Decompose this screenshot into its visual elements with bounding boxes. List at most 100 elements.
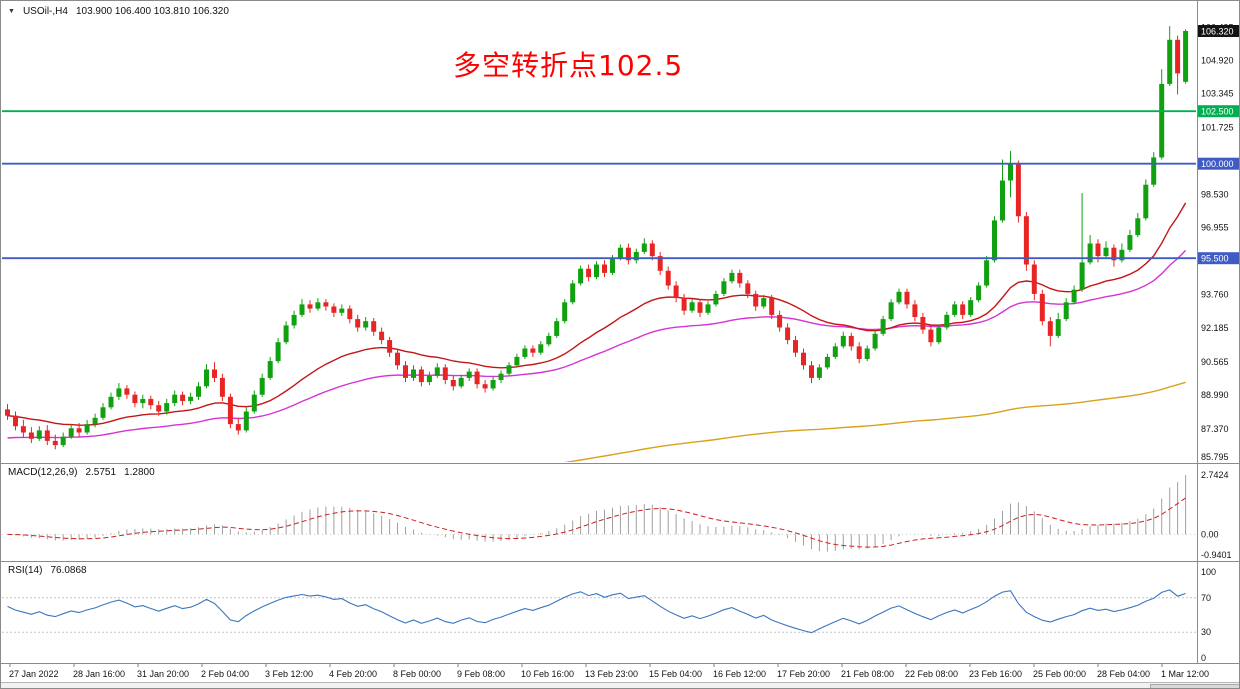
candle-body <box>705 304 711 313</box>
candle-body <box>1111 247 1117 261</box>
candle-body <box>506 365 512 374</box>
svg-text:95.500: 95.500 <box>1201 254 1229 264</box>
candle-body <box>347 308 353 320</box>
candle-body <box>204 369 209 387</box>
candle-body <box>960 304 966 315</box>
candle-body <box>832 346 838 357</box>
price-axis-label: 103.345 <box>1201 89 1234 99</box>
candle-body <box>148 398 154 406</box>
price-tag[interactable]: 100.000 <box>1198 157 1240 170</box>
time-axis-label: 23 Feb 16:00 <box>969 669 1022 679</box>
price-axis-label: 90.565 <box>1201 357 1229 367</box>
candle-body <box>315 302 321 309</box>
rsi-axis-label: 70 <box>1201 593 1211 603</box>
time-axis-label: 13 Feb 23:00 <box>585 669 638 679</box>
candle-body <box>84 424 90 433</box>
time-axis-label: 4 Feb 20:00 <box>329 669 377 679</box>
candle-body <box>108 396 114 408</box>
candle-body <box>36 430 42 439</box>
time-axis[interactable]: 27 Jan 2022 28 Jan 16:00 31 Jan 20:00 2 Feb… <box>9 664 1209 679</box>
price-axis-label: 85.795 <box>1201 452 1229 462</box>
candle-body <box>1159 83 1165 158</box>
time-axis-label: 31 Jan 20:00 <box>137 669 189 679</box>
time-axis-label: 9 Feb 08:00 <box>457 669 505 679</box>
rsi-line <box>7 589 1186 634</box>
candle-body <box>442 367 448 380</box>
time-axis-label: 1 Mar 12:00 <box>1161 669 1209 679</box>
candle-body <box>578 268 584 284</box>
time-axis-label: 21 Feb 08:00 <box>841 669 894 679</box>
candle-body <box>1087 243 1093 263</box>
candle-body <box>633 251 639 261</box>
candle-body <box>864 348 870 359</box>
candle-body <box>745 283 751 294</box>
scrollbar-thumb[interactable] <box>1150 684 1239 688</box>
symbol-dropdown-icon[interactable]: ▼ <box>8 8 15 15</box>
candle-body <box>251 394 257 412</box>
time-axis-label: 27 Jan 2022 <box>9 669 59 679</box>
candle-body <box>363 321 369 328</box>
candle-body <box>474 371 480 385</box>
candle-body <box>156 405 162 412</box>
candle-body <box>52 440 58 446</box>
rsi-panel <box>2 589 1196 634</box>
horizontal-scrollbar[interactable] <box>1 682 1239 688</box>
candle-body <box>1008 163 1013 181</box>
ma-fast-red-line <box>7 202 1187 426</box>
candle-body <box>13 415 18 427</box>
candle-body <box>1015 163 1021 217</box>
candle-body <box>769 298 775 315</box>
candle-body <box>1175 39 1181 74</box>
svg-text:102.500: 102.500 <box>1201 107 1234 117</box>
candle-body <box>657 256 663 271</box>
candle-body <box>1023 216 1029 265</box>
candle-body <box>785 327 791 341</box>
price-tag[interactable]: 95.500 <box>1198 252 1240 265</box>
candle-body <box>904 291 910 305</box>
candle-body <box>920 317 926 330</box>
candle-body <box>116 388 122 397</box>
price-axis-label: 87.370 <box>1201 424 1229 434</box>
candle-body <box>840 335 846 347</box>
candle-body <box>952 304 958 315</box>
candle-body <box>562 302 568 322</box>
candle-body <box>665 270 671 286</box>
price-tag[interactable]: 102.500 <box>1198 105 1240 118</box>
price-axis[interactable]: 106.495104.920103.345101.72598.53096.955… <box>1198 22 1240 663</box>
candle-body <box>936 327 942 343</box>
candle-body <box>458 377 464 387</box>
candle-body <box>243 411 249 431</box>
candle-body <box>617 247 623 259</box>
candle-body <box>140 398 146 404</box>
candle-body <box>299 304 305 315</box>
rsi-title: RSI(14) <box>8 565 43 576</box>
candle-body <box>777 314 783 328</box>
candle-body <box>418 369 424 383</box>
candle-body <box>1135 218 1141 236</box>
candle-body <box>387 340 393 353</box>
rsi-value: 76.0868 <box>50 565 87 576</box>
candle-body <box>227 396 233 425</box>
candle-body <box>610 258 615 273</box>
price-tag[interactable]: 106.320 <box>1198 25 1240 37</box>
candle-body <box>371 321 377 332</box>
time-axis-label: 2 Feb 04:00 <box>201 669 249 679</box>
time-axis-label: 28 Jan 16:00 <box>73 669 125 679</box>
candle-body <box>673 285 679 299</box>
candle-body <box>395 352 400 366</box>
rsi-axis-label: 100 <box>1201 567 1216 577</box>
candle-body <box>538 344 544 353</box>
candle-body <box>1063 302 1069 320</box>
candle-body <box>1079 262 1085 290</box>
candle-body <box>100 407 106 418</box>
candle-body <box>92 417 98 425</box>
main-price-panel <box>2 26 1196 462</box>
annotation-text[interactable]: 多空转折点102.5 <box>453 49 684 82</box>
candle-body <box>307 304 313 309</box>
price-axis-label: 88.990 <box>1201 390 1229 400</box>
time-axis-label: 16 Feb 12:00 <box>713 669 766 679</box>
candle-body <box>1000 180 1005 221</box>
candle-body <box>530 348 536 353</box>
